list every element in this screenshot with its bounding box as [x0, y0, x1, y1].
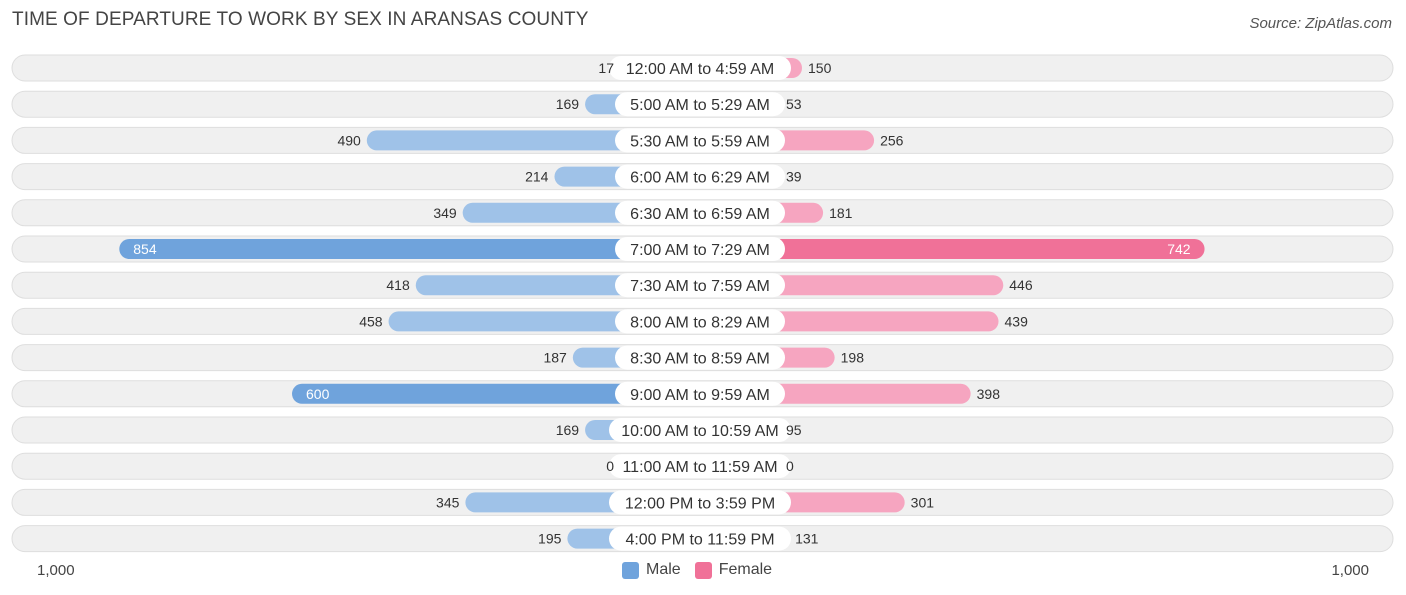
female-value-label: 53	[786, 96, 802, 112]
legend-male-label: Male	[646, 561, 681, 578]
male-bar[interactable]	[292, 383, 700, 404]
legend: Male Female	[622, 561, 786, 579]
male-value-label: 854	[133, 241, 157, 257]
category-label-bg	[615, 200, 785, 225]
axis-right-label: 1,000	[1331, 562, 1369, 579]
category-label-bg	[615, 164, 785, 189]
female-value-label: 39	[786, 169, 802, 185]
category-label-bg	[609, 56, 791, 80]
category-label-bg	[609, 454, 791, 479]
category-label-bg	[609, 526, 791, 551]
legend-male[interactable]: Male	[622, 561, 681, 579]
female-value-label: 256	[880, 132, 904, 148]
category-label: 7:00 AM to 7:29 AM	[630, 242, 770, 259]
male-value-label: 345	[436, 494, 460, 510]
female-value-label: 0	[786, 458, 794, 474]
male-value-label: 349	[433, 205, 457, 221]
female-value-label: 95	[786, 422, 802, 438]
category-label-bg	[615, 309, 785, 334]
female-value-label: 742	[1167, 241, 1191, 257]
category-label: 12:00 PM to 3:59 PM	[625, 495, 775, 512]
source-label: Source: ZipAtlas.com	[1249, 15, 1392, 32]
female-value-label: 398	[977, 386, 1001, 402]
category-label-bg	[615, 237, 785, 261]
category-label: 11:00 AM to 11:59 AM	[622, 459, 777, 476]
category-label: 10:00 AM to 10:59 AM	[621, 423, 778, 440]
category-label: 12:00 AM to 4:59 AM	[626, 61, 775, 78]
male-value-label: 214	[525, 169, 549, 185]
male-value-label: 490	[337, 132, 361, 148]
female-value-label: 150	[808, 60, 832, 76]
male-value-label: 169	[556, 422, 580, 438]
category-label: 9:00 AM to 9:59 AM	[630, 387, 770, 404]
category-label-bg	[609, 418, 791, 442]
category-label: 5:00 AM to 5:29 AM	[630, 97, 770, 114]
female-bar[interactable]	[700, 239, 1205, 259]
legend-female[interactable]: Female	[694, 561, 773, 579]
category-label: 4:00 PM to 11:59 PM	[625, 532, 774, 549]
male-value-label: 17	[598, 60, 614, 76]
male-value-label: 418	[386, 277, 410, 293]
category-label-bg	[609, 490, 791, 515]
category-label: 6:00 AM to 6:29 AM	[630, 170, 770, 187]
male-value-label: 458	[359, 313, 383, 329]
category-label-bg	[615, 345, 785, 370]
female-value-label: 301	[911, 494, 935, 510]
male-bar[interactable]	[119, 239, 700, 259]
category-label-bg	[615, 273, 785, 298]
male-value-label: 187	[543, 350, 567, 366]
male-value-label: 0	[606, 458, 614, 474]
male-value-label: 169	[556, 96, 580, 112]
category-label: 6:30 AM to 6:59 AM	[630, 206, 770, 223]
category-label: 5:30 AM to 5:59 AM	[630, 133, 770, 150]
male-value-label: 600	[306, 386, 330, 402]
legend-female-swatch	[694, 561, 712, 579]
female-value-label: 198	[841, 350, 865, 366]
category-label-bg	[615, 92, 785, 117]
category-label-bg	[615, 381, 785, 406]
category-label: 7:30 AM to 7:59 AM	[630, 278, 770, 295]
category-label: 8:30 AM to 8:59 AM	[630, 351, 770, 368]
legend-male-swatch	[622, 561, 639, 579]
male-value-label: 195	[538, 531, 562, 547]
category-label-bg	[615, 128, 785, 153]
female-value-label: 446	[1009, 277, 1033, 293]
female-value-label: 181	[829, 205, 853, 221]
axis-left-label: 1,000	[37, 562, 75, 579]
category-label: 8:00 AM to 8:29 AM	[630, 314, 770, 331]
female-value-label: 439	[1005, 313, 1029, 329]
female-value-label: 131	[795, 531, 819, 547]
legend-female-label: Female	[718, 561, 773, 578]
chart-title: TIME OF DEPARTURE TO WORK BY SEX IN ARAN…	[12, 9, 589, 30]
